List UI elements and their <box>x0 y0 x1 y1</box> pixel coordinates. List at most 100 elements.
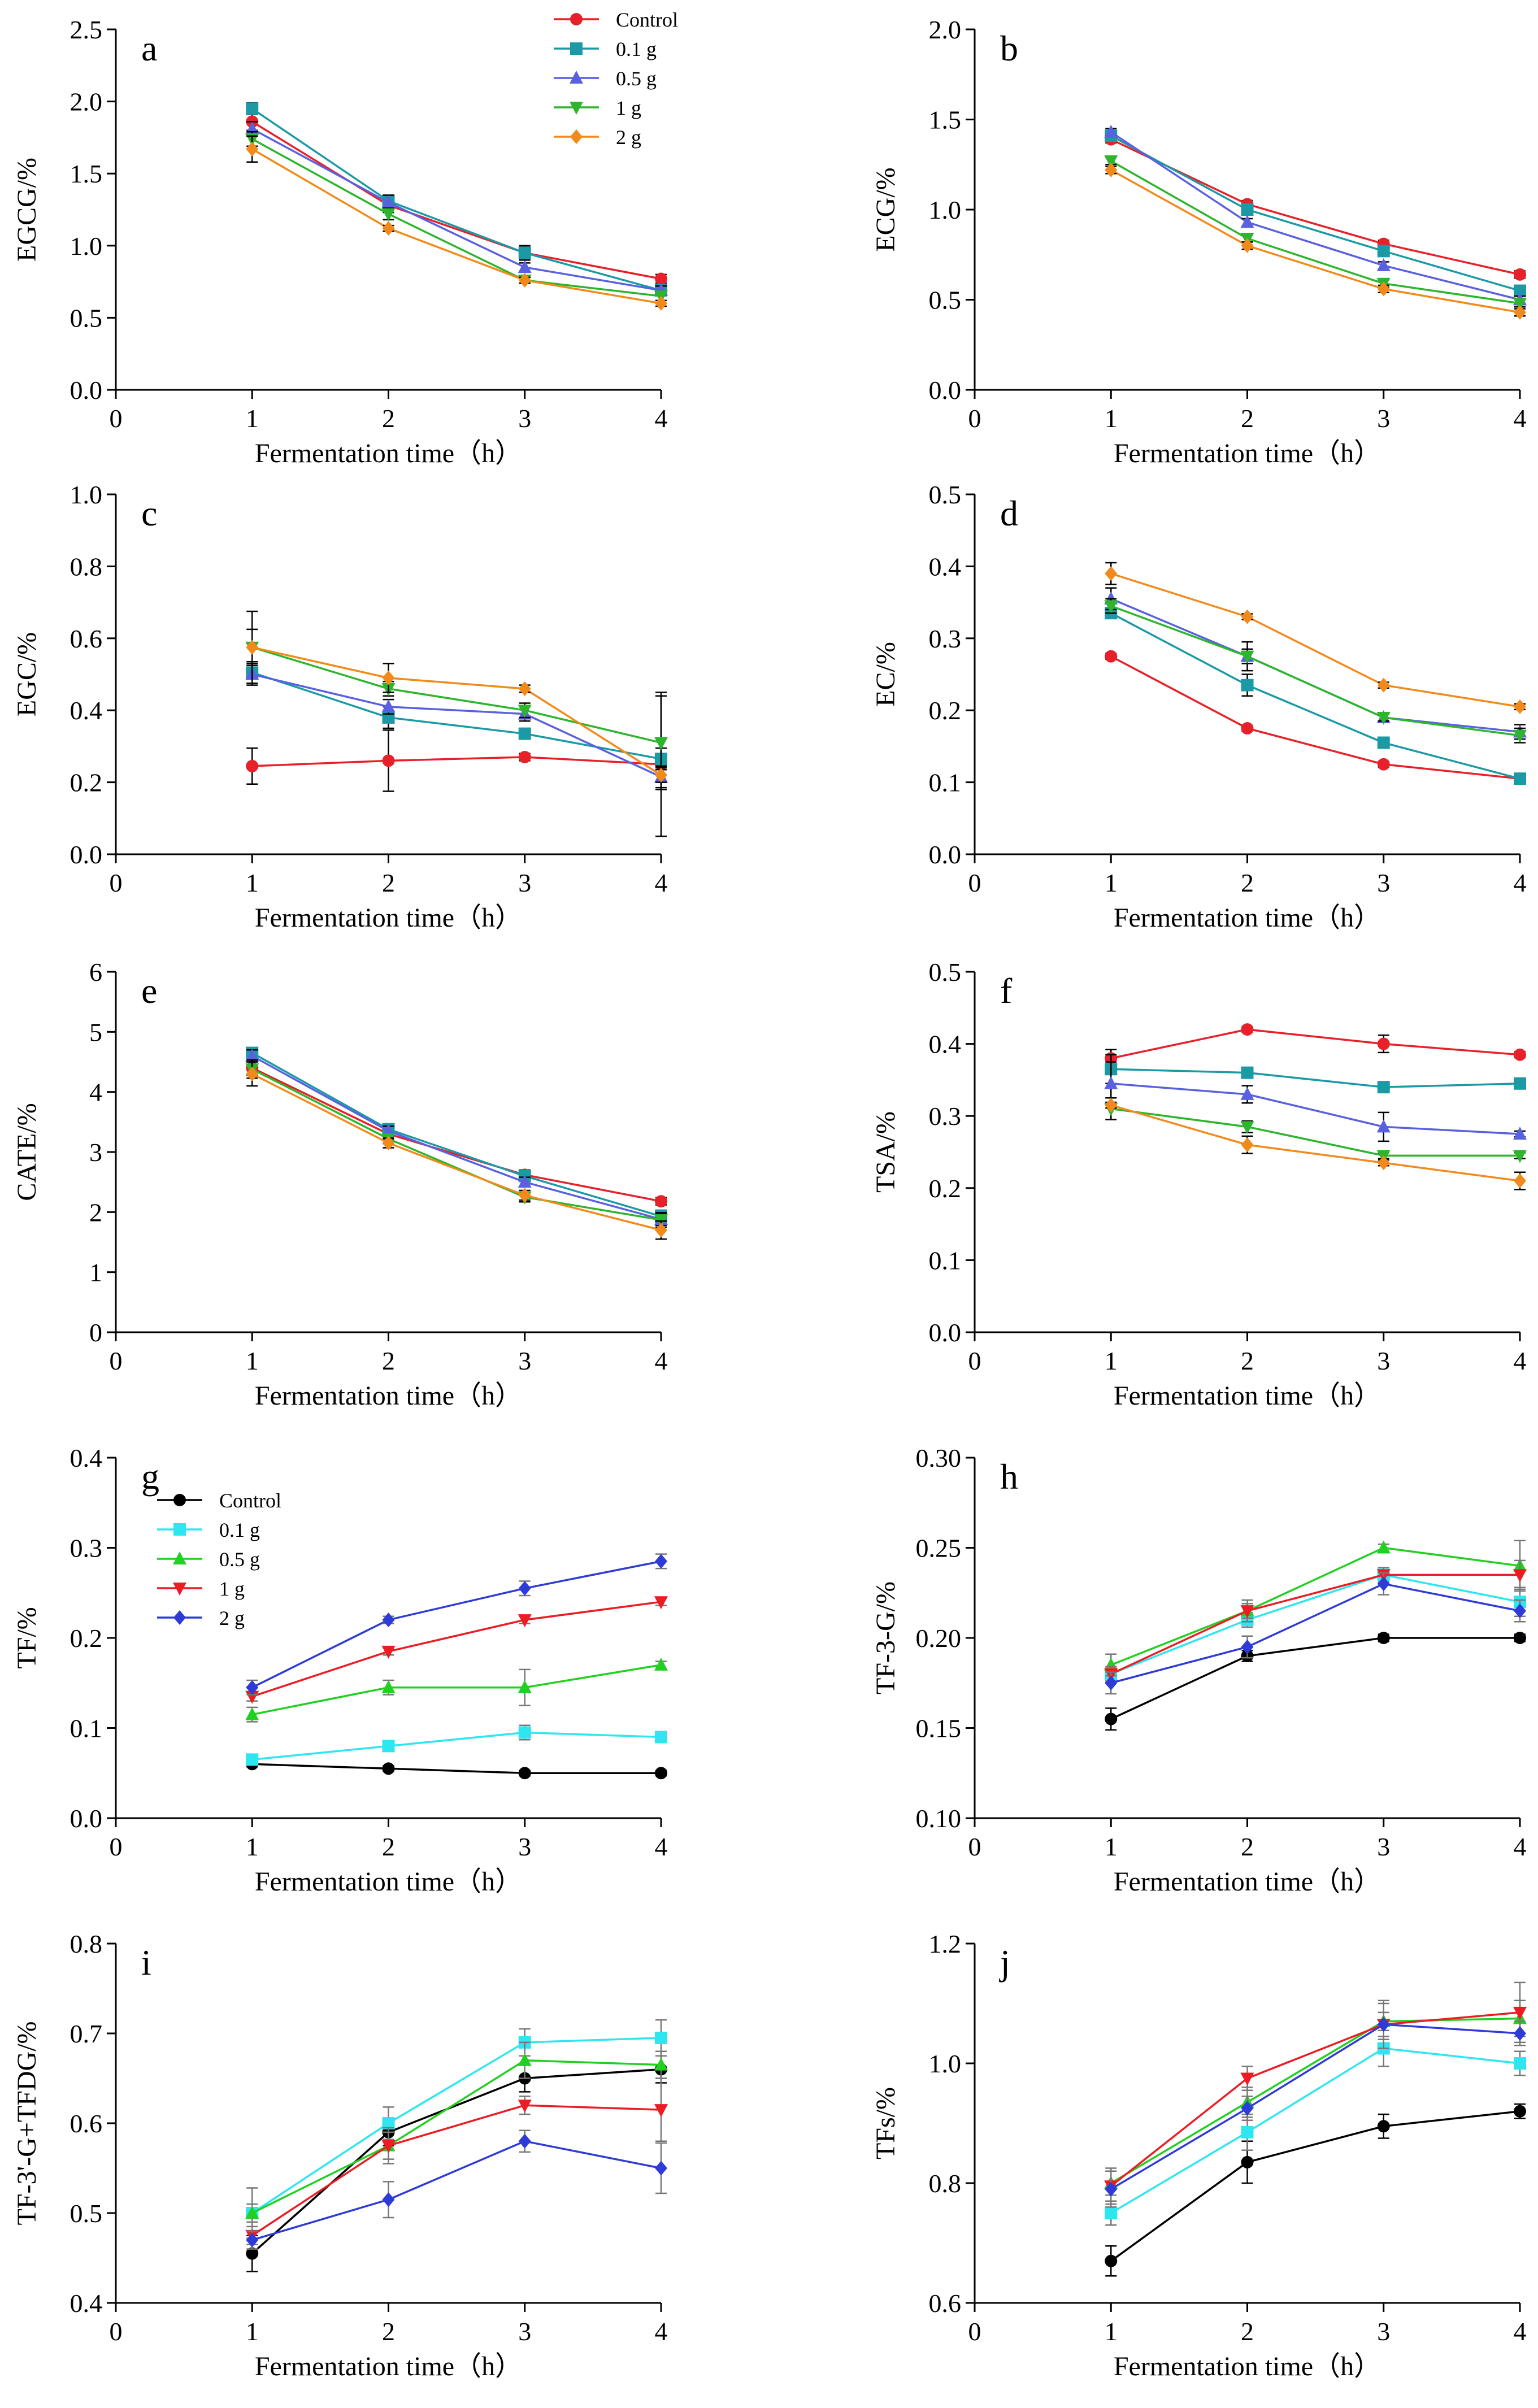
series-line <box>1110 169 1520 314</box>
data-point <box>1240 1086 1254 1100</box>
series-line <box>1110 1028 1520 1059</box>
y-tick-label: 1.0 <box>70 232 103 260</box>
legend-marker <box>173 1551 186 1564</box>
y-tick-label: 0.15 <box>916 1714 962 1743</box>
series-line <box>251 1067 662 1202</box>
y-tick-label: 2.0 <box>70 88 103 116</box>
x-axis-label: Fermentation time（h） <box>1114 1867 1381 1897</box>
y-axis-label: EGC/% <box>12 632 42 716</box>
y-tick-label: 2.0 <box>929 15 962 44</box>
series-line <box>1110 1637 1520 1720</box>
series-line <box>1110 655 1520 780</box>
x-tick-label: 0 <box>110 404 123 433</box>
x-tick-label: 2 <box>1241 1832 1254 1861</box>
data-point <box>655 1554 667 1569</box>
series-line <box>251 2104 662 2237</box>
legend-marker <box>570 42 583 55</box>
data-point <box>382 1612 395 1628</box>
y-axis-label: TFs/% <box>871 2087 901 2159</box>
x-tick-label: 3 <box>518 1346 531 1375</box>
series-line <box>251 1055 662 1220</box>
data-point <box>654 2104 668 2118</box>
panel-f: 0.0 0.1 0.2 0.3 0.4 0.5 0 1 2 3 4 Fermentation time… <box>871 958 1527 1411</box>
data-point <box>1514 1603 1526 1619</box>
data-point <box>1105 1712 1118 1725</box>
data-point <box>518 246 531 259</box>
data-point <box>655 1223 667 1238</box>
panel-letter: b <box>1000 28 1018 68</box>
data-point <box>518 2133 531 2149</box>
data-point <box>1514 305 1526 320</box>
data-point <box>1513 1127 1527 1140</box>
data-point <box>245 2206 259 2219</box>
data-point <box>655 1731 667 1744</box>
legend-marker <box>173 1610 186 1625</box>
x-tick-label: 2 <box>382 868 395 897</box>
series-0-1g <box>246 1724 667 1766</box>
y-axis-label: TF/% <box>12 1607 42 1668</box>
x-tick-label: 2 <box>1241 2317 1254 2346</box>
x-tick-label: 4 <box>1514 1832 1527 1861</box>
y-tick-label: 0.8 <box>929 2169 962 2198</box>
data-point <box>382 2192 395 2207</box>
data-point <box>246 102 259 115</box>
data-point <box>1377 1081 1390 1094</box>
data-point <box>1513 729 1527 743</box>
data-point <box>518 681 531 696</box>
y-axis-label: EC/% <box>871 642 901 707</box>
series-Control <box>1105 1632 1526 1731</box>
series-line <box>1110 1104 1520 1182</box>
x-axis-label: Fermentation time（h） <box>255 2352 522 2381</box>
series-line <box>1110 2023 1520 2190</box>
y-tick-label: 1.5 <box>929 106 962 134</box>
series-line <box>1111 1107 1520 1157</box>
x-tick-label: 1 <box>1105 1346 1118 1375</box>
series-2g <box>246 1061 667 1240</box>
y-tick-label: 1.0 <box>70 480 103 509</box>
data-point <box>1105 650 1118 663</box>
series-line <box>251 673 662 778</box>
y-tick-label: 1.5 <box>70 159 103 188</box>
data-point <box>1514 699 1526 714</box>
series-line <box>252 1731 662 1761</box>
data-point <box>1104 1076 1118 1089</box>
x-tick-label: 1 <box>246 868 259 897</box>
y-tick-label: 0.8 <box>70 552 103 581</box>
data-point <box>382 2117 395 2129</box>
data-point <box>1377 758 1390 771</box>
y-tick-label: 1 <box>89 1258 102 1287</box>
data-point <box>1241 1066 1254 1079</box>
data-point <box>1377 1155 1390 1171</box>
legend-label: 1 g <box>219 1577 245 1600</box>
data-point <box>1241 609 1254 624</box>
y-tick-label: 0.2 <box>929 696 962 725</box>
data-point <box>381 699 396 712</box>
series-line <box>251 1601 662 1698</box>
x-tick-label: 4 <box>1514 2317 1527 2346</box>
y-tick-label: 0.5 <box>929 480 962 509</box>
x-tick-label: 3 <box>1377 2317 1390 2346</box>
y-axis-label: TF-3'-G+TFDG/% <box>12 2021 42 2225</box>
legend-label: 0.1 g <box>616 38 657 60</box>
panel-letter: d <box>1000 493 1018 533</box>
series-line <box>251 1560 662 1689</box>
series-line <box>1110 605 1520 737</box>
data-point <box>1105 162 1118 177</box>
data-point <box>1513 2006 1527 2020</box>
y-tick-label: 0.25 <box>916 1534 962 1563</box>
data-point <box>246 640 259 655</box>
series-2g <box>246 1553 667 1696</box>
y-tick-label: 0.10 <box>916 1804 962 1833</box>
legend-label: Control <box>219 1489 281 1512</box>
legend-label: 2 g <box>219 1607 245 1629</box>
data-point <box>246 2247 259 2260</box>
y-tick-label: 0.6 <box>70 624 103 653</box>
series-2g <box>1105 562 1526 714</box>
x-tick-label: 3 <box>518 2317 531 2346</box>
data-point <box>655 1767 667 1780</box>
y-tick-label: 0.6 <box>70 2109 103 2138</box>
data-point <box>655 1195 667 1208</box>
data-point <box>1514 2105 1526 2118</box>
y-axis-label: ECG/% <box>871 167 901 251</box>
x-tick-label: 0 <box>110 2317 123 2346</box>
